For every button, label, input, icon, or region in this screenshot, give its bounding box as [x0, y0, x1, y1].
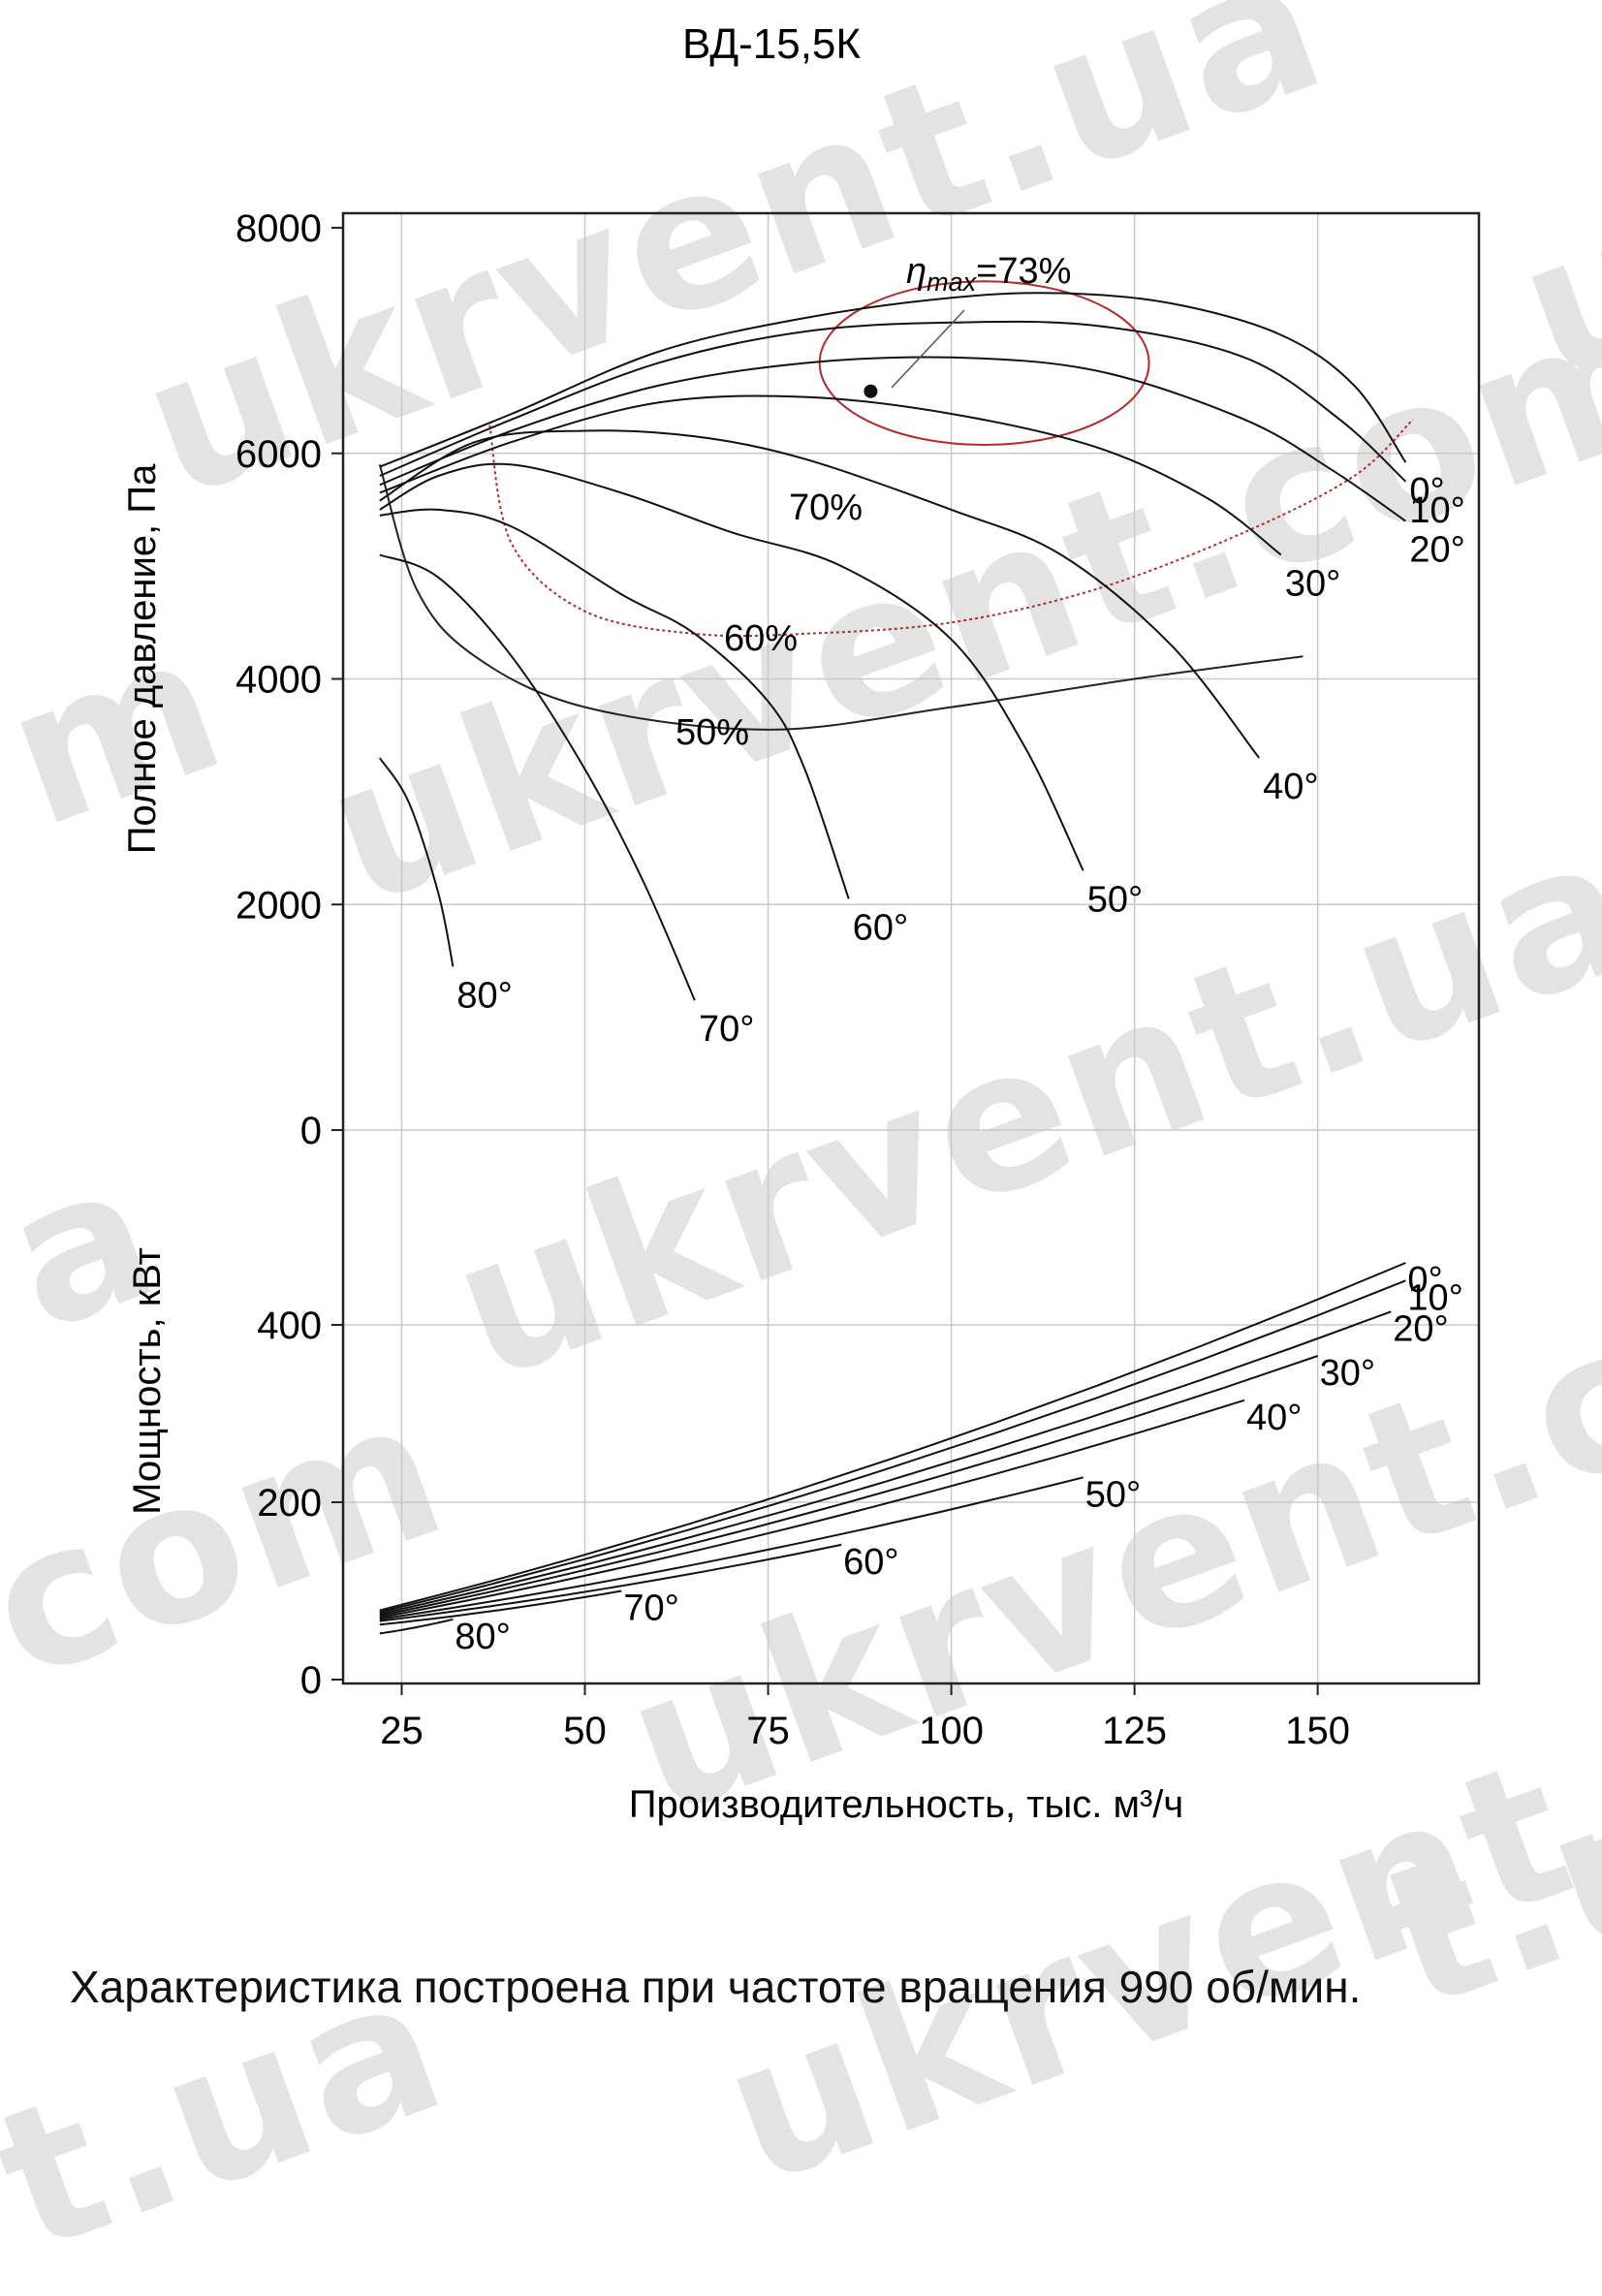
power-curve-label: 50° [1085, 1474, 1141, 1515]
grid [343, 213, 1479, 1683]
y-tick-label: 6000 [236, 433, 322, 476]
eta-max-leader [891, 309, 965, 389]
pressure-curve-label: 10° [1409, 490, 1464, 531]
y-tick-label: 0 [300, 1110, 322, 1152]
power-curve [379, 1262, 1406, 1612]
power-curve-label: 30° [1320, 1353, 1375, 1394]
pressure-curve-label: 30° [1285, 563, 1340, 604]
pressure-curve-label: 70° [699, 1009, 754, 1050]
y-axis-label-pressure: Полное давление, Па [121, 463, 164, 854]
x-tick-label: 50 [563, 1710, 607, 1752]
efficiency-labels: 50% 60% 70% [675, 488, 863, 753]
y-axis-label-power: Мощность, кВт [126, 1247, 169, 1515]
pressure-curve [379, 292, 1407, 468]
efficiency-label-50: 50% [675, 712, 749, 753]
power-curve [379, 1543, 842, 1622]
x-tick-label: 150 [1285, 1710, 1350, 1752]
pressure-curve [379, 553, 696, 1001]
power-curve [379, 1589, 622, 1626]
series-labels: 0°10°20°30°40°50°60°70°80°0°10°20°30°40°… [455, 471, 1464, 1657]
pressure-curve-label: 50° [1087, 879, 1143, 920]
plot-frame [341, 211, 1481, 1685]
power-curve-label: 70° [623, 1588, 678, 1629]
power-curve-label: 40° [1246, 1398, 1302, 1438]
eta-subscript: max [927, 267, 978, 297]
power-curve-label: 0° [1407, 1260, 1442, 1301]
y-tick-label: 2000 [236, 884, 322, 927]
efficiency-curves [378, 280, 1414, 731]
efficiency-curve-50 [378, 464, 1304, 731]
power-curve [379, 1618, 454, 1635]
fan-performance-chart: ВД-15,5К 0°10°20°30°40°50°60°70°80°0°10°… [121, 20, 1481, 1826]
pressure-curve-label: 60° [853, 907, 908, 948]
eta-value: =73% [976, 251, 1071, 292]
x-tick-label: 100 [919, 1710, 984, 1752]
pressure-curve-label: 80° [456, 975, 512, 1016]
eta-max-label: ηmax=73% [906, 251, 1071, 297]
power-curve [379, 1355, 1319, 1618]
efficiency-curve-70 [818, 280, 1150, 447]
pressure-curve [379, 394, 1282, 556]
axis-ticks: 25 50 75 100 125 150 0 2000 4000 6000 8000 0 200 400 [236, 207, 1350, 1752]
pressure-curve-label: 0° [1409, 471, 1444, 512]
power-curve-label: 20° [1393, 1308, 1448, 1349]
power-curve [379, 1399, 1245, 1619]
x-tick-label: 125 [1102, 1710, 1167, 1752]
pressure-curve-label: 20° [1409, 530, 1464, 571]
y-tick-label: 8000 [236, 207, 322, 250]
pressure-curve [379, 320, 1407, 483]
eta-symbol: η [906, 251, 927, 292]
power-curve-label: 10° [1407, 1277, 1462, 1318]
pressure-curve [379, 356, 1406, 522]
y-tick-label: 200 [257, 1482, 322, 1525]
power-curve-label: 60° [843, 1542, 898, 1583]
y-tick-label: 400 [257, 1305, 322, 1347]
x-tick-label: 75 [746, 1710, 790, 1752]
power-curve-label: 80° [455, 1617, 510, 1657]
y-tick-label: 0 [300, 1659, 322, 1702]
y-tick-label: 4000 [236, 659, 322, 702]
caption-text: Характеристика построена при частоте вра… [70, 1962, 1362, 2012]
power-curve [379, 1310, 1392, 1616]
eta-max-point [864, 384, 878, 398]
pressure-curve [378, 757, 455, 967]
chart-title: ВД-15,5К [682, 20, 861, 68]
pressure-curve [379, 429, 1260, 759]
efficiency-curve-60 [488, 419, 1414, 638]
pressure-curve [379, 508, 850, 899]
x-tick-label: 25 [380, 1710, 424, 1752]
pressure-curve [379, 462, 1084, 871]
series-lines [378, 292, 1407, 1635]
power-curve [379, 1279, 1406, 1614]
power-curve [379, 1476, 1084, 1620]
efficiency-label-60: 60% [724, 618, 798, 659]
efficiency-label-70: 70% [789, 488, 863, 528]
pressure-curve-label: 40° [1263, 767, 1318, 807]
x-axis-label: Производительность, тыс. м³/ч [629, 1783, 1184, 1826]
